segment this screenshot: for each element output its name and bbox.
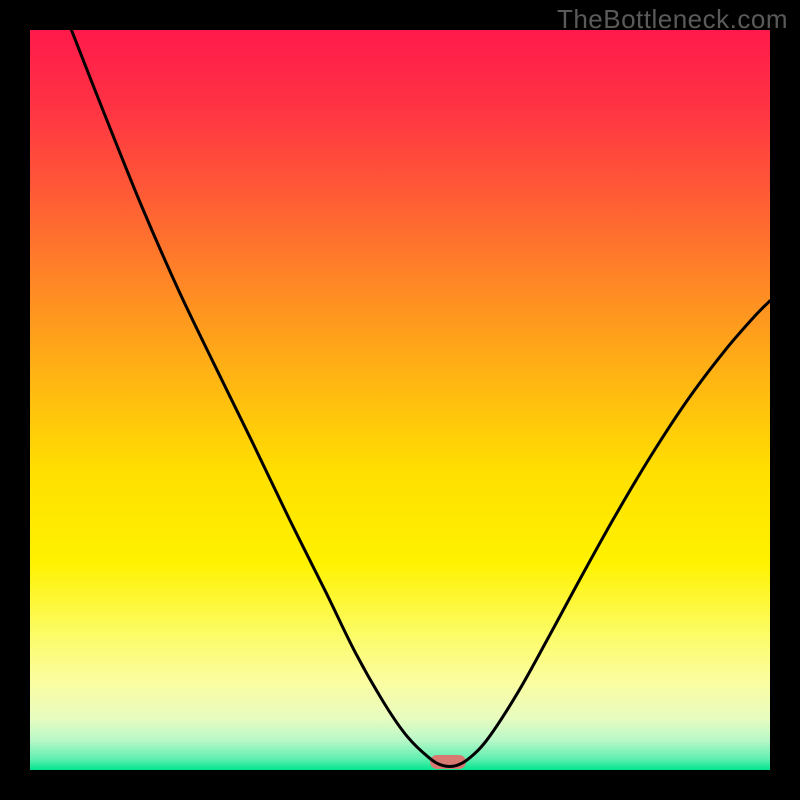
chart-frame: TheBottleneck.com [0, 0, 800, 800]
bottleneck-curve [30, 30, 770, 770]
plot-area [30, 30, 770, 770]
